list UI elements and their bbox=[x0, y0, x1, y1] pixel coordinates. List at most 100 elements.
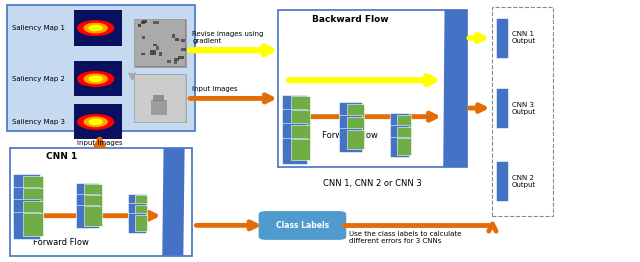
Text: Use the class labels to calculate
different errors for 3 CNNs: Use the class labels to calculate differ… bbox=[349, 231, 461, 244]
Text: Revise images using
gradient: Revise images using gradient bbox=[192, 31, 264, 44]
FancyBboxPatch shape bbox=[84, 206, 102, 226]
FancyBboxPatch shape bbox=[13, 211, 40, 239]
FancyBboxPatch shape bbox=[167, 60, 171, 63]
Text: Backward Flow: Backward Flow bbox=[312, 15, 388, 24]
FancyBboxPatch shape bbox=[76, 183, 99, 206]
Text: Saliency Map 2: Saliency Map 2 bbox=[12, 76, 65, 82]
FancyBboxPatch shape bbox=[10, 148, 192, 256]
Text: Class Labels: Class Labels bbox=[276, 221, 329, 230]
FancyBboxPatch shape bbox=[172, 34, 175, 38]
FancyBboxPatch shape bbox=[74, 10, 122, 46]
FancyBboxPatch shape bbox=[180, 48, 186, 51]
FancyBboxPatch shape bbox=[74, 104, 122, 139]
FancyBboxPatch shape bbox=[291, 125, 310, 146]
Text: CNN 3
Output: CNN 3 Output bbox=[511, 102, 536, 115]
FancyBboxPatch shape bbox=[141, 21, 145, 24]
FancyBboxPatch shape bbox=[129, 204, 147, 223]
FancyBboxPatch shape bbox=[339, 102, 362, 126]
FancyBboxPatch shape bbox=[397, 138, 411, 155]
Circle shape bbox=[90, 76, 102, 81]
FancyBboxPatch shape bbox=[151, 100, 167, 115]
FancyBboxPatch shape bbox=[348, 130, 364, 149]
FancyBboxPatch shape bbox=[134, 195, 147, 211]
FancyBboxPatch shape bbox=[23, 188, 44, 211]
FancyBboxPatch shape bbox=[397, 115, 411, 131]
Circle shape bbox=[84, 23, 107, 33]
FancyBboxPatch shape bbox=[129, 194, 147, 213]
FancyBboxPatch shape bbox=[84, 195, 102, 215]
Text: CNN 1: CNN 1 bbox=[45, 152, 77, 161]
FancyBboxPatch shape bbox=[76, 205, 99, 228]
FancyBboxPatch shape bbox=[495, 88, 508, 128]
FancyBboxPatch shape bbox=[154, 21, 159, 24]
FancyBboxPatch shape bbox=[181, 39, 184, 42]
FancyBboxPatch shape bbox=[159, 52, 163, 56]
FancyBboxPatch shape bbox=[153, 44, 157, 46]
FancyBboxPatch shape bbox=[173, 61, 177, 64]
Circle shape bbox=[90, 25, 102, 31]
Text: Forward Flow: Forward Flow bbox=[33, 238, 90, 247]
FancyBboxPatch shape bbox=[134, 74, 186, 122]
Circle shape bbox=[90, 119, 102, 124]
Circle shape bbox=[78, 114, 113, 129]
Text: Input Images: Input Images bbox=[192, 86, 238, 92]
Circle shape bbox=[78, 21, 113, 35]
Circle shape bbox=[84, 117, 107, 127]
FancyBboxPatch shape bbox=[13, 174, 40, 201]
FancyBboxPatch shape bbox=[495, 18, 508, 58]
FancyBboxPatch shape bbox=[175, 38, 179, 41]
FancyBboxPatch shape bbox=[13, 199, 40, 226]
FancyBboxPatch shape bbox=[134, 19, 186, 67]
FancyBboxPatch shape bbox=[23, 201, 44, 223]
FancyBboxPatch shape bbox=[138, 24, 141, 27]
FancyBboxPatch shape bbox=[174, 58, 179, 61]
Polygon shape bbox=[448, 10, 467, 167]
FancyBboxPatch shape bbox=[339, 128, 362, 152]
Text: CNN 2
Output: CNN 2 Output bbox=[511, 175, 536, 188]
FancyBboxPatch shape bbox=[76, 194, 99, 217]
FancyBboxPatch shape bbox=[390, 113, 410, 134]
FancyBboxPatch shape bbox=[282, 109, 307, 135]
FancyBboxPatch shape bbox=[153, 95, 164, 101]
FancyBboxPatch shape bbox=[390, 137, 410, 157]
FancyBboxPatch shape bbox=[291, 96, 310, 117]
FancyBboxPatch shape bbox=[282, 138, 307, 163]
FancyBboxPatch shape bbox=[339, 115, 362, 139]
FancyBboxPatch shape bbox=[23, 176, 44, 198]
Polygon shape bbox=[444, 10, 466, 167]
FancyBboxPatch shape bbox=[135, 75, 184, 122]
FancyBboxPatch shape bbox=[282, 123, 307, 149]
FancyBboxPatch shape bbox=[291, 139, 310, 160]
FancyBboxPatch shape bbox=[282, 95, 307, 121]
FancyBboxPatch shape bbox=[348, 117, 364, 136]
FancyBboxPatch shape bbox=[390, 125, 410, 145]
FancyBboxPatch shape bbox=[84, 184, 102, 204]
Circle shape bbox=[78, 72, 113, 86]
FancyBboxPatch shape bbox=[141, 52, 145, 56]
FancyBboxPatch shape bbox=[397, 127, 411, 143]
FancyBboxPatch shape bbox=[74, 61, 122, 96]
FancyBboxPatch shape bbox=[134, 205, 147, 221]
FancyBboxPatch shape bbox=[259, 212, 346, 239]
FancyBboxPatch shape bbox=[135, 20, 184, 66]
Text: CNN 1
Output: CNN 1 Output bbox=[511, 31, 536, 44]
Text: Input Images: Input Images bbox=[77, 140, 122, 146]
FancyBboxPatch shape bbox=[7, 5, 195, 131]
FancyBboxPatch shape bbox=[156, 46, 159, 50]
FancyBboxPatch shape bbox=[291, 110, 310, 132]
FancyBboxPatch shape bbox=[278, 10, 467, 167]
FancyBboxPatch shape bbox=[495, 161, 508, 201]
Polygon shape bbox=[163, 148, 184, 255]
FancyBboxPatch shape bbox=[134, 215, 147, 231]
FancyBboxPatch shape bbox=[178, 56, 184, 58]
Text: CNN 1, CNN 2 or CNN 3: CNN 1, CNN 2 or CNN 3 bbox=[323, 179, 422, 188]
FancyBboxPatch shape bbox=[23, 213, 44, 236]
Text: Saliency Map 1: Saliency Map 1 bbox=[12, 25, 65, 31]
FancyBboxPatch shape bbox=[348, 104, 364, 123]
FancyBboxPatch shape bbox=[142, 36, 145, 39]
FancyBboxPatch shape bbox=[150, 50, 156, 55]
Text: Saliency Map 3: Saliency Map 3 bbox=[12, 119, 65, 125]
Circle shape bbox=[84, 74, 107, 84]
FancyBboxPatch shape bbox=[13, 187, 40, 214]
Text: Forward Flow: Forward Flow bbox=[322, 131, 378, 140]
